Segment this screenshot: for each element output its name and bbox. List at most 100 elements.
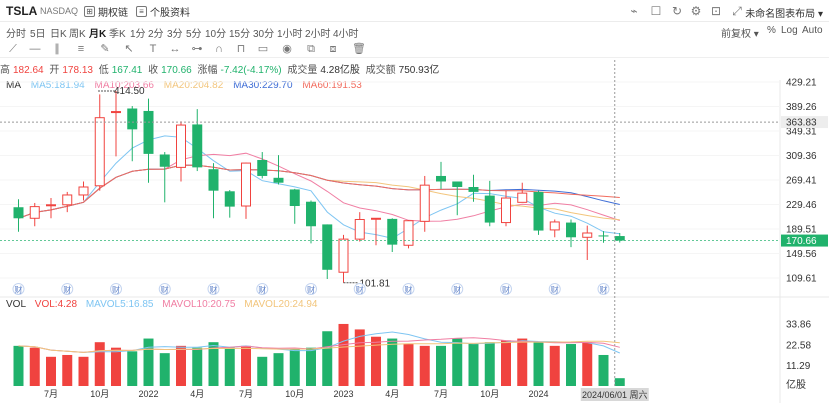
- volume-bar: [127, 351, 138, 386]
- period-10min[interactable]: 10分: [205, 29, 227, 40]
- volume-bar: [387, 338, 398, 386]
- period-weekly[interactable]: 周K: [69, 29, 86, 40]
- x-axis-label: 7月: [44, 389, 58, 399]
- period-30min[interactable]: 30分: [253, 29, 275, 40]
- trash-icon[interactable]: 🗑: [352, 43, 366, 55]
- mavol20-line: [18, 340, 620, 353]
- layout-name-dropdown[interactable]: 未命名图表布局 ▾: [745, 9, 823, 20]
- copy-icon[interactable]: ⧉: [307, 43, 315, 55]
- volume-bar: [159, 353, 170, 386]
- volume-bar: [241, 345, 251, 386]
- candle-body: [78, 186, 89, 196]
- period-5min[interactable]: 5分: [186, 29, 202, 40]
- volume-tick-label: 33.86: [786, 320, 811, 331]
- indicator-icon[interactable]: ⌁: [630, 4, 638, 18]
- period-bar: 分时 5日 日K 周K 月K 季K 1分 2分 3分 5分 10分 15分 30…: [0, 22, 829, 40]
- high-marker-label: 414.50: [114, 86, 145, 97]
- candle-body: [143, 110, 154, 154]
- ruler-tool-icon[interactable]: ⊶: [191, 43, 203, 55]
- period-1min[interactable]: 1分: [130, 29, 146, 40]
- volume-value: 4.28亿股: [320, 65, 360, 76]
- earnings-marker-label: 财: [161, 285, 169, 295]
- period-intraday[interactable]: 分时: [6, 29, 26, 40]
- text-tool-icon[interactable]: T: [149, 43, 157, 55]
- earnings-marker-label: 财: [600, 285, 608, 295]
- candle-body: [13, 207, 24, 219]
- volume-bar: [289, 349, 300, 386]
- settings-icon[interactable]: ⚙: [690, 4, 702, 18]
- period-2min[interactable]: 2分: [148, 29, 164, 40]
- volume-bar: [192, 347, 203, 386]
- candle-body: [176, 124, 186, 168]
- pen-tool-icon[interactable]: ✎: [100, 43, 110, 55]
- candle-body: [501, 197, 511, 224]
- candle-body: [257, 160, 268, 176]
- period-5day[interactable]: 5日: [30, 29, 46, 40]
- stock-profile-button[interactable]: ≡ 个股资料: [136, 4, 190, 19]
- line-tool-icon[interactable]: ⟋: [9, 43, 17, 55]
- eye-icon[interactable]: ◉: [282, 43, 292, 55]
- candle-body: [224, 191, 235, 207]
- high-value: 182.64: [13, 65, 44, 76]
- auto-toggle[interactable]: Auto: [802, 25, 823, 36]
- screenshot-icon[interactable]: ⊡: [710, 4, 722, 18]
- ma20-line: [18, 164, 620, 221]
- candle-body: [241, 162, 251, 207]
- price-tick-label: 189.51: [786, 225, 817, 236]
- close-value: 170.66: [161, 65, 192, 76]
- fib-tool-icon[interactable]: ≡: [77, 43, 85, 55]
- candle-body: [598, 235, 609, 237]
- options-chain-button[interactable]: ⊞ 期权链: [84, 4, 128, 19]
- mavol5-legend: MAVOL5:16.85: [85, 299, 154, 310]
- fullscreen-icon[interactable]: ⤢: [732, 4, 742, 18]
- volume-bar: [484, 342, 495, 386]
- earnings-marker-label: 财: [502, 285, 510, 295]
- drawing-toolbar: ⟋ — ∥ ≡ ✎ ↖ T ↔ ⊶ ∩ ⊓ ▭ ◉ ⧉ ⧈ 🗑: [0, 40, 829, 58]
- compare-icon[interactable]: ☐: [650, 4, 662, 18]
- measure-tool-icon[interactable]: ↔: [169, 43, 181, 55]
- ma60-line: [18, 164, 620, 219]
- magnet-icon[interactable]: ∩: [215, 43, 223, 55]
- ma-title[interactable]: MA: [6, 80, 21, 91]
- hline-tool-icon[interactable]: —: [29, 43, 41, 55]
- volume-bar: [208, 342, 219, 386]
- volume-bar: [78, 356, 89, 386]
- refresh-icon[interactable]: ↻: [671, 4, 683, 18]
- ma5-legend: MA5:181.94: [30, 80, 85, 91]
- vol-title[interactable]: VOL: [6, 299, 27, 310]
- volume-ma-lines: [18, 331, 620, 354]
- earnings-marker: [207, 283, 220, 295]
- volume-bar: [13, 345, 24, 386]
- ma60-legend: MA60:191.53: [302, 80, 362, 91]
- period-4hour[interactable]: 4小时: [333, 29, 359, 40]
- period-15min[interactable]: 15分: [229, 29, 251, 40]
- lock-icon[interactable]: ⊓: [236, 43, 246, 55]
- change-value: -7.42(-4.17%): [220, 65, 282, 76]
- ma-legend: MA MA5:181.94 MA10:203.66 MA20:204.82 MA…: [0, 80, 369, 94]
- ticker-symbol: TSLA: [6, 4, 38, 18]
- candle-body: [517, 192, 528, 203]
- adjust-dropdown[interactable]: 前复权 ▾: [721, 29, 759, 40]
- group-icon[interactable]: ⧈: [329, 43, 337, 55]
- chevron-down-icon: ▾: [753, 29, 759, 40]
- earnings-marker-label: 财: [63, 285, 71, 295]
- period-3min[interactable]: 3分: [167, 29, 183, 40]
- price-tick-label: 309.36: [786, 151, 817, 162]
- period-1hour[interactable]: 1小时: [277, 29, 303, 40]
- volume-bar: [176, 345, 186, 386]
- period-2hour[interactable]: 2小时: [305, 29, 331, 40]
- earnings-marker-label: 财: [405, 285, 413, 295]
- period-quarterly[interactable]: 季K: [109, 29, 126, 40]
- earnings-marker: [451, 283, 464, 295]
- channel-tool-icon[interactable]: ∥: [54, 43, 60, 55]
- log-toggle[interactable]: Log: [781, 25, 798, 36]
- period-daily[interactable]: 日K: [50, 29, 67, 40]
- x-axis-label: 7月: [239, 389, 253, 399]
- ruler-icon[interactable]: ▭: [257, 43, 269, 55]
- volume-bar: [598, 354, 609, 386]
- percent-toggle[interactable]: %: [767, 25, 776, 36]
- candle-body: [452, 181, 463, 187]
- period-monthly[interactable]: 月K: [89, 29, 107, 40]
- arrow-tool-icon[interactable]: ↖: [124, 43, 134, 55]
